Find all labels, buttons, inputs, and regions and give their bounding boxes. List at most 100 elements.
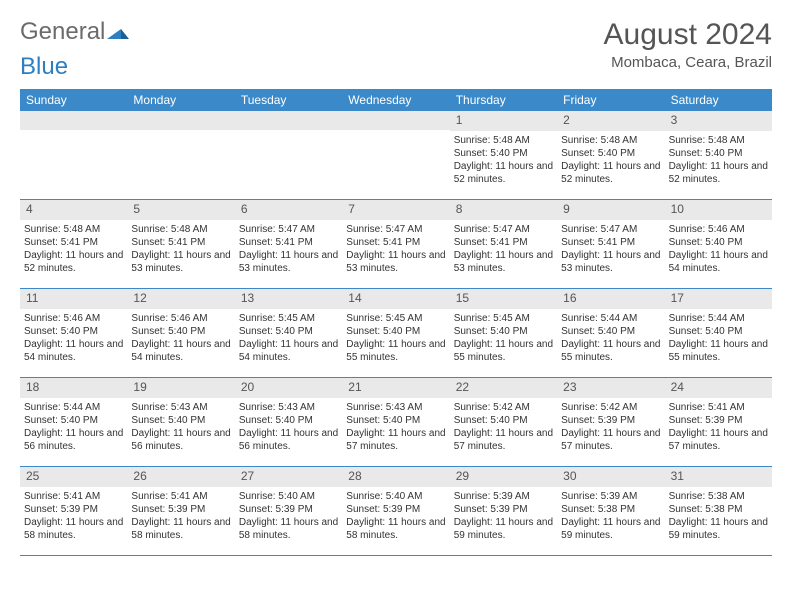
sunrise-text: Sunrise: 5:41 AM [669,401,768,414]
sunset-text: Sunset: 5:39 PM [669,414,768,427]
day-number: 16 [557,289,664,309]
day-cell [235,111,342,199]
logo: General [20,18,129,46]
daylight-text: Daylight: 11 hours and 57 minutes. [346,427,445,453]
day-number: 30 [557,467,664,487]
day-cell: 24 Sunrise: 5:41 AMSunset: 5:39 PMDayligh… [665,378,772,466]
sunset-text: Sunset: 5:39 PM [561,414,660,427]
day-number [235,111,342,130]
sunrise-text: Sunrise: 5:47 AM [454,223,553,236]
sunset-text: Sunset: 5:38 PM [669,503,768,516]
daylight-text: Daylight: 11 hours and 52 minutes. [561,160,660,186]
day-cell: 4Sunrise: 5:48 AMSunset: 5:41 PMDaylight… [20,200,127,288]
daylight-text: Daylight: 11 hours and 54 minutes. [239,338,338,364]
sunset-text: Sunset: 5:39 PM [24,503,123,516]
day-cell: 17Sunrise: 5:44 AMSunset: 5:40 PMDayligh… [665,289,772,377]
day-cell: 14Sunrise: 5:45 AMSunset: 5:40 PMDayligh… [342,289,449,377]
daylight-text: Daylight: 11 hours and 55 minutes. [669,338,768,364]
day-cell: 1Sunrise: 5:48 AMSunset: 5:40 PMDaylight… [450,111,557,199]
dow-sunday: Sunday [20,89,127,111]
day-number: 9 [557,200,664,220]
sunrise-text: Sunrise: 5:38 AM [669,490,768,503]
dow-thursday: Thursday [450,89,557,111]
day-cell: 25Sunrise: 5:41 AMSunset: 5:39 PMDayligh… [20,467,127,555]
day-number: 29 [450,467,557,487]
sunrise-text: Sunrise: 5:48 AM [454,134,553,147]
sunrise-text: Sunrise: 5:43 AM [346,401,445,414]
day-number: 11 [20,289,127,309]
daylight-text: Daylight: 11 hours and 53 minutes. [239,249,338,275]
sunset-text: Sunset: 5:40 PM [239,325,338,338]
daylight-text: Daylight: 11 hours and 52 minutes. [669,160,768,186]
day-cell: 27Sunrise: 5:40 AMSunset: 5:39 PMDayligh… [235,467,342,555]
sunrise-text: Sunrise: 5:40 AM [346,490,445,503]
sunrise-text: Sunrise: 5:48 AM [561,134,660,147]
sunset-text: Sunset: 5:41 PM [561,236,660,249]
day-cell: 16Sunrise: 5:44 AMSunset: 5:40 PMDayligh… [557,289,664,377]
dow-header-row: Sunday Monday Tuesday Wednesday Thursday… [20,89,772,111]
sunrise-text: Sunrise: 5:43 AM [131,401,230,414]
sunset-text: Sunset: 5:41 PM [239,236,338,249]
day-number: 21 [342,378,449,398]
day-cell: 26Sunrise: 5:41 AMSunset: 5:39 PMDayligh… [127,467,234,555]
day-cell: 23Sunrise: 5:42 AMSunset: 5:39 PMDayligh… [557,378,664,466]
sunset-text: Sunset: 5:40 PM [454,325,553,338]
logo-mark-icon [107,18,129,46]
daylight-text: Daylight: 11 hours and 57 minutes. [561,427,660,453]
daylight-text: Daylight: 11 hours and 59 minutes. [561,516,660,542]
week-row: 25Sunrise: 5:41 AMSunset: 5:39 PMDayligh… [20,467,772,556]
day-number: 27 [235,467,342,487]
day-cell [127,111,234,199]
day-number: 24 [665,378,772,398]
sunrise-text: Sunrise: 5:45 AM [239,312,338,325]
sunset-text: Sunset: 5:38 PM [561,503,660,516]
day-number: 25 [20,467,127,487]
sunset-text: Sunset: 5:40 PM [24,325,123,338]
day-cell [20,111,127,199]
day-cell: 28Sunrise: 5:40 AMSunset: 5:39 PMDayligh… [342,467,449,555]
sunrise-text: Sunrise: 5:41 AM [24,490,123,503]
sunset-text: Sunset: 5:40 PM [131,325,230,338]
dow-friday: Friday [557,89,664,111]
daylight-text: Daylight: 11 hours and 57 minutes. [669,427,768,453]
sunset-text: Sunset: 5:40 PM [239,414,338,427]
logo-text-general: General [20,18,105,46]
day-cell: 21 Sunrise: 5:43 AMSunset: 5:40 PMDayligh… [342,378,449,466]
sunrise-text: Sunrise: 5:46 AM [131,312,230,325]
week-row: 18Sunrise: 5:44 AMSunset: 5:40 PMDayligh… [20,378,772,467]
sunrise-text: Sunrise: 5:47 AM [239,223,338,236]
day-number: 1 [450,111,557,131]
day-number: 22 [450,378,557,398]
daylight-text: Daylight: 11 hours and 55 minutes. [346,338,445,364]
daylight-text: Daylight: 11 hours and 56 minutes. [239,427,338,453]
daylight-text: Daylight: 11 hours and 53 minutes. [561,249,660,275]
daylight-text: Daylight: 11 hours and 55 minutes. [454,338,553,364]
day-number: 5 [127,200,234,220]
day-number: 6 [235,200,342,220]
week-row: 1Sunrise: 5:48 AMSunset: 5:40 PMDaylight… [20,111,772,200]
sunrise-text: Sunrise: 5:40 AM [239,490,338,503]
day-number: 18 [20,378,127,398]
sunrise-text: Sunrise: 5:48 AM [669,134,768,147]
day-number: 7 [342,200,449,220]
day-number: 31 [665,467,772,487]
sunrise-text: Sunrise: 5:46 AM [669,223,768,236]
sunrise-text: Sunrise: 5:44 AM [669,312,768,325]
day-cell: 13Sunrise: 5:45 AMSunset: 5:40 PMDayligh… [235,289,342,377]
day-cell: 10Sunrise: 5:46 AMSunset: 5:40 PMDayligh… [665,200,772,288]
sunset-text: Sunset: 5:40 PM [346,414,445,427]
daylight-text: Daylight: 11 hours and 52 minutes. [24,249,123,275]
day-cell: 6 Sunrise: 5:47 AMSunset: 5:41 PMDaylight… [235,200,342,288]
day-cell: 5Sunrise: 5:48 AMSunset: 5:41 PMDaylight… [127,200,234,288]
sunset-text: Sunset: 5:40 PM [454,414,553,427]
daylight-text: Daylight: 11 hours and 54 minutes. [669,249,768,275]
day-number: 20 [235,378,342,398]
daylight-text: Daylight: 11 hours and 59 minutes. [669,516,768,542]
sunset-text: Sunset: 5:39 PM [454,503,553,516]
daylight-text: Daylight: 11 hours and 58 minutes. [346,516,445,542]
sunrise-text: Sunrise: 5:48 AM [24,223,123,236]
sunset-text: Sunset: 5:39 PM [131,503,230,516]
day-number: 26 [127,467,234,487]
day-number: 8 [450,200,557,220]
sunrise-text: Sunrise: 5:46 AM [24,312,123,325]
